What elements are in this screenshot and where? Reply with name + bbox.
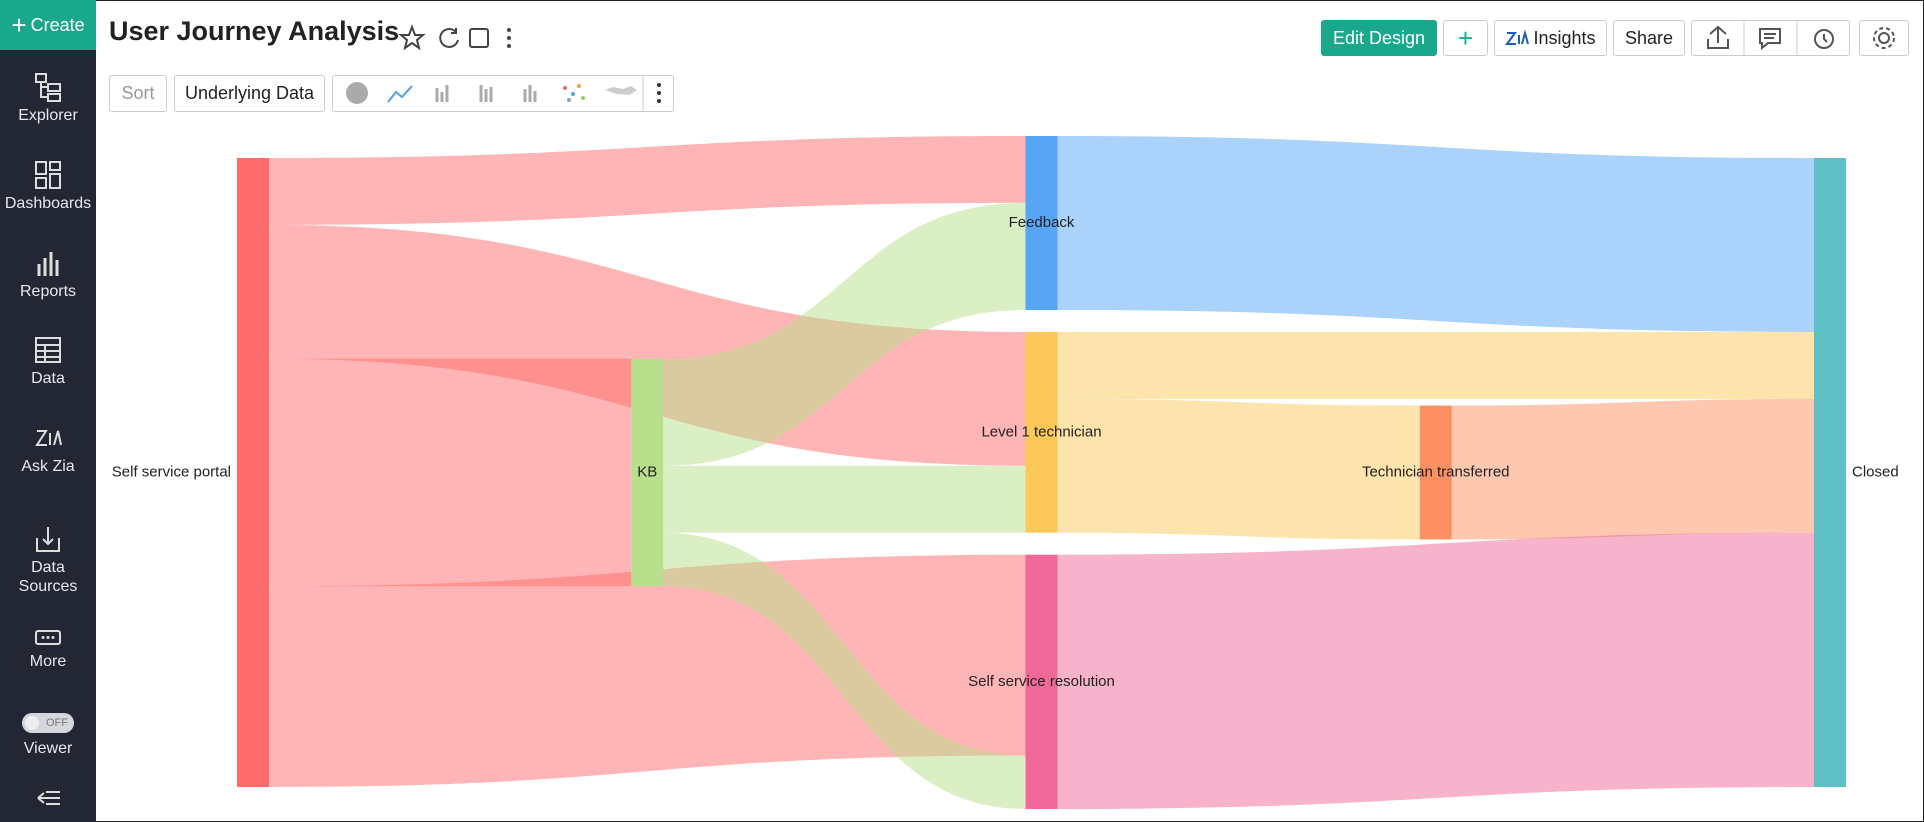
icon	[35, 73, 61, 102]
nav-label: Ask Zia	[21, 458, 75, 475]
node-label: KB	[637, 463, 657, 480]
chart-type-icons	[346, 76, 661, 111]
nav-label: Data	[31, 370, 65, 387]
node-label: Closed	[1852, 463, 1899, 480]
sankey-link	[1057, 532, 1814, 809]
add-button[interactable]: +	[1443, 20, 1488, 56]
sankey-link	[1057, 136, 1814, 332]
nav-ask-zia[interactable]: Ask Zia	[0, 423, 96, 476]
sankey-link	[269, 358, 632, 587]
button-label: Underlying Data	[184, 83, 315, 103]
sankey-link	[1057, 331, 1814, 399]
share-button[interactable]: Share	[1613, 20, 1685, 56]
edit-design-button[interactable]: Edit Design	[1321, 20, 1437, 56]
nav-reports[interactable]: Reports	[0, 248, 96, 301]
stacked-icon[interactable]	[479, 85, 493, 102]
sankey-node	[1025, 554, 1058, 809]
node-label: Self service portal	[112, 463, 231, 480]
comment-icon[interactable]	[1759, 28, 1781, 51]
node-label: Technician transferred	[1362, 463, 1510, 480]
nav-viewer[interactable]: OFF Viewer	[0, 713, 96, 758]
button-label: Sort	[121, 83, 155, 103]
line-icon[interactable]	[387, 85, 413, 103]
icon	[35, 337, 61, 363]
map-icon[interactable]	[605, 86, 637, 95]
zia-icon	[1505, 29, 1530, 45]
sankey-link	[1451, 398, 1814, 540]
create-button[interactable]: + Create	[0, 0, 96, 50]
sankey-node	[631, 358, 664, 587]
sankey-link	[269, 136, 1026, 225]
bar-icon[interactable]	[435, 85, 449, 102]
nav-label: Reports	[19, 283, 77, 300]
nav-label: Data Sources	[18, 559, 78, 595]
nav-more[interactable]: More	[0, 628, 96, 671]
button-label: Edit Design	[1332, 27, 1426, 48]
toggle-label: OFF	[46, 717, 68, 729]
action-icons	[1691, 20, 1850, 56]
column-icon[interactable]	[523, 85, 537, 102]
icon	[35, 630, 61, 645]
sankey-node	[1814, 158, 1846, 787]
nav-dashboards[interactable]: Dashboards	[0, 160, 96, 213]
favorite-icon[interactable]	[398, 24, 426, 51]
nav-explorer[interactable]: Explorer	[0, 72, 96, 125]
underlying-data-button[interactable]: Underlying Data	[174, 75, 325, 112]
sankey-link	[1057, 398, 1420, 540]
button-label: Insights	[1533, 27, 1596, 48]
nav-label: Viewer	[23, 740, 73, 757]
nav-data-sources[interactable]: Data Sources	[0, 524, 96, 596]
pie-icon[interactable]	[346, 82, 368, 104]
create-label: Create	[30, 14, 85, 35]
sidebar: + Create Explorer Dashboards Reports Data…	[0, 0, 96, 822]
nav-label: Dashboards	[4, 195, 92, 212]
settings-button[interactable]	[1859, 20, 1909, 56]
gear-icon	[1873, 27, 1895, 49]
sankey-node	[1025, 136, 1058, 310]
sankey-link	[269, 224, 1026, 466]
nav-label: Explorer	[18, 107, 78, 124]
icon	[35, 430, 62, 446]
node-label: Level 1 technician	[981, 423, 1101, 440]
icon	[37, 252, 59, 276]
sort-button[interactable]: Sort	[109, 75, 167, 112]
chart-type-bar	[332, 75, 674, 112]
node-label: Feedback	[1009, 214, 1075, 231]
plus-icon: +	[11, 9, 27, 40]
sankey-link	[269, 554, 1026, 787]
export-icon[interactable]	[1707, 25, 1729, 49]
sankey-link	[663, 532, 1026, 809]
nav-label: More	[29, 653, 67, 670]
title-icons	[398, 24, 511, 51]
sankey-node	[237, 158, 269, 787]
toggle[interactable]: OFF	[22, 713, 74, 733]
collapse-icon[interactable]	[36, 788, 62, 808]
sankey-node	[1025, 331, 1058, 533]
alarm-icon[interactable]	[1814, 29, 1834, 49]
icon	[36, 527, 60, 552]
insights-button[interactable]: Insights	[1494, 20, 1607, 56]
sankey-link	[663, 465, 1026, 533]
icons	[1707, 21, 1834, 55]
sankey-link	[663, 202, 1026, 466]
report-title: User Journey Analysis	[109, 16, 400, 46]
scatter-icon[interactable]	[563, 84, 585, 102]
nav-data[interactable]: Data	[0, 335, 96, 388]
sankey-node	[1419, 405, 1452, 540]
button-label: Share	[1624, 27, 1674, 48]
node-label: Self service resolution	[968, 673, 1115, 690]
refresh-icon[interactable]	[439, 27, 459, 48]
toggle-knob	[25, 716, 39, 730]
links	[269, 136, 1814, 809]
icon	[35, 161, 61, 189]
save-icon[interactable]	[469, 28, 489, 48]
